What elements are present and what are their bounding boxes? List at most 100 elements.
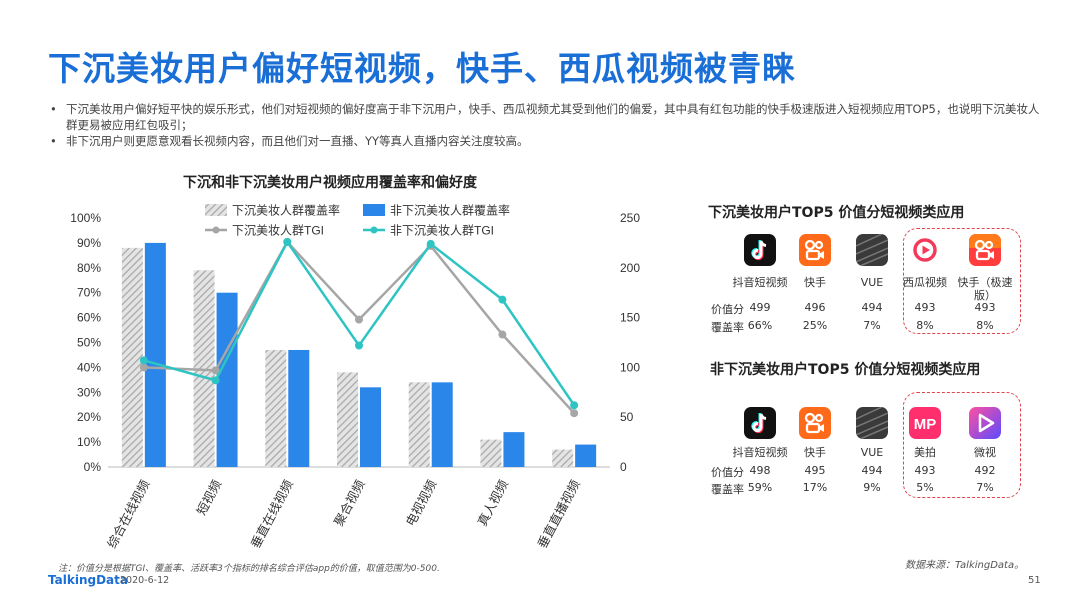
- y-left-tick-label: 30%: [77, 385, 101, 399]
- page-number: 51: [1028, 575, 1041, 586]
- bullet-item: • 下沉美妆用户偏好短平快的娱乐形式，他们对短视频的偏好度高于非下沉用户，快手、西…: [50, 101, 1050, 133]
- bullet-list: • 下沉美妆用户偏好短平快的娱乐形式，他们对短视频的偏好度高于非下沉用户，快手、西…: [50, 101, 1050, 149]
- app-name: VUE: [860, 446, 884, 459]
- kuaishou-icon: [799, 234, 831, 266]
- x-tick-label: 垂直在线视频: [247, 477, 296, 551]
- legend-label: 非下沉美妆人群覆盖率: [390, 203, 510, 218]
- x-tick-label: 聚合视频: [331, 477, 368, 529]
- score-value: 499: [749, 301, 771, 314]
- brand-logo: TalkingData: [48, 573, 128, 587]
- legend-swatch: [205, 204, 227, 216]
- bullet-text: 非下沉用户则更愿意观看长视频内容，而且他们对一直播、YY等真人直播内容关注度较高…: [66, 134, 529, 148]
- bar: [216, 292, 238, 467]
- y-left-tick-label: 60%: [77, 311, 101, 325]
- coverage-value: 7%: [976, 481, 994, 494]
- score-value: 492: [974, 464, 996, 477]
- row-label: 价值分: [711, 303, 744, 316]
- legend-label: 下沉美妆人群覆盖率: [232, 203, 340, 218]
- data-point: [498, 330, 507, 339]
- app-name: 快手（极速版）: [957, 276, 1013, 302]
- score-value: 498: [749, 464, 771, 477]
- score-value: 493: [914, 464, 936, 477]
- footnote: 注：价值分是根据TGI、覆盖率、活跃率3个指标的排名综合评估app的价值，取值范…: [58, 564, 440, 574]
- legend-swatch: [363, 204, 385, 216]
- app-name: 快手: [804, 276, 826, 289]
- data-point: [139, 356, 148, 365]
- coverage-value: 25%: [802, 319, 828, 332]
- data-point: [211, 366, 220, 375]
- bar: [265, 349, 287, 467]
- date: 2020-6-12: [120, 575, 170, 586]
- data-point: [570, 409, 579, 418]
- bar: [288, 349, 310, 467]
- bullet-text: 下沉美妆用户偏好短平快的娱乐形式，他们对短视频的偏好度高于非下沉用户，快手、西瓜…: [66, 102, 1040, 132]
- data-source: 数据来源：TalkingData。: [905, 560, 1025, 571]
- bar: [575, 444, 597, 467]
- svg-text:MP: MP: [914, 416, 937, 433]
- y-right-tick-label: 0: [620, 460, 627, 474]
- y-right-tick-label: 250: [620, 211, 640, 225]
- bar: [552, 449, 574, 467]
- x-tick-label: 真人视频: [474, 477, 511, 529]
- y-left-tick-label: 80%: [77, 261, 101, 275]
- y-left-tick-label: 50%: [77, 336, 101, 350]
- y-left-tick-label: 0%: [84, 460, 102, 474]
- vue-icon: [856, 407, 888, 439]
- legend-label: 下沉美妆人群TGI: [232, 224, 324, 238]
- score-value: 494: [861, 301, 883, 314]
- weishi-icon: [969, 407, 1001, 439]
- data-point: [426, 239, 435, 248]
- coverage-value: 8%: [976, 319, 994, 332]
- bar: [431, 382, 453, 467]
- data-point: [355, 341, 363, 350]
- data-point: [283, 237, 292, 246]
- app-name: 美拍: [914, 446, 936, 459]
- y-right-tick-label: 200: [620, 261, 640, 275]
- bar: [408, 382, 430, 467]
- y-left-tick-label: 10%: [77, 435, 101, 449]
- coverage-value: 17%: [802, 481, 828, 494]
- coverage-value: 7%: [863, 319, 881, 332]
- bar: [480, 439, 502, 467]
- kuaishou-icon: [799, 407, 831, 439]
- score-value: 494: [861, 464, 883, 477]
- bullet-mark: •: [50, 134, 57, 148]
- app-name: 抖音短视频: [732, 446, 788, 459]
- coverage-tgi-chart: 0% 10% 20% 30% 40% 50% 60% 70% 80% 90% 100% 0 50 100 1…: [70, 203, 640, 551]
- score-value: 493: [974, 301, 996, 314]
- coverage-value: 5%: [916, 481, 934, 494]
- coverage-value: 66%: [747, 319, 773, 332]
- x-tick-label: 垂直直播视频: [534, 477, 583, 551]
- app-name: 快手: [804, 446, 826, 459]
- douyin-icon: [744, 234, 776, 266]
- score-value: 496: [804, 301, 826, 314]
- x-tick-label: 综合在线视频: [104, 477, 153, 551]
- bullet-item: • 非下沉用户则更愿意观看长视频内容，而且他们对一直播、YY等真人直播内容关注度较…: [50, 133, 1050, 149]
- legend-marker: [212, 226, 220, 234]
- app-name: VUE: [860, 276, 884, 289]
- score-value: 495: [804, 464, 826, 477]
- coverage-value: 9%: [863, 481, 881, 494]
- bar: [337, 372, 358, 467]
- y-right-tick-label: 100: [620, 360, 640, 374]
- data-point: [139, 363, 148, 372]
- y-left-tick-label: 20%: [77, 410, 101, 424]
- y-left-tick-label: 40%: [77, 360, 101, 374]
- vue-icon: [856, 234, 888, 266]
- highlight-box: [903, 392, 1021, 498]
- xigua-icon: [909, 234, 941, 266]
- douyin-icon: [744, 407, 776, 439]
- meipai-icon: MP: [909, 407, 941, 439]
- coverage-value: 59%: [747, 481, 773, 494]
- bar: [360, 387, 381, 467]
- app-name: 微视: [974, 446, 996, 459]
- y-right-tick-label: 50: [620, 410, 634, 424]
- x-tick-label: 电视视频: [403, 477, 440, 529]
- top5-sinking-title: 下沉美妆用户TOP5 价值分短视频类应用: [708, 205, 965, 221]
- bullet-mark: •: [50, 102, 57, 116]
- coverage-value: 8%: [916, 319, 934, 332]
- x-tick-label: 短视频: [193, 477, 224, 518]
- page-title: 下沉美妆用户偏好短视频，快手、西瓜视频被青睐: [48, 49, 796, 88]
- data-point: [498, 295, 507, 304]
- y-left-tick-label: 100%: [70, 211, 101, 225]
